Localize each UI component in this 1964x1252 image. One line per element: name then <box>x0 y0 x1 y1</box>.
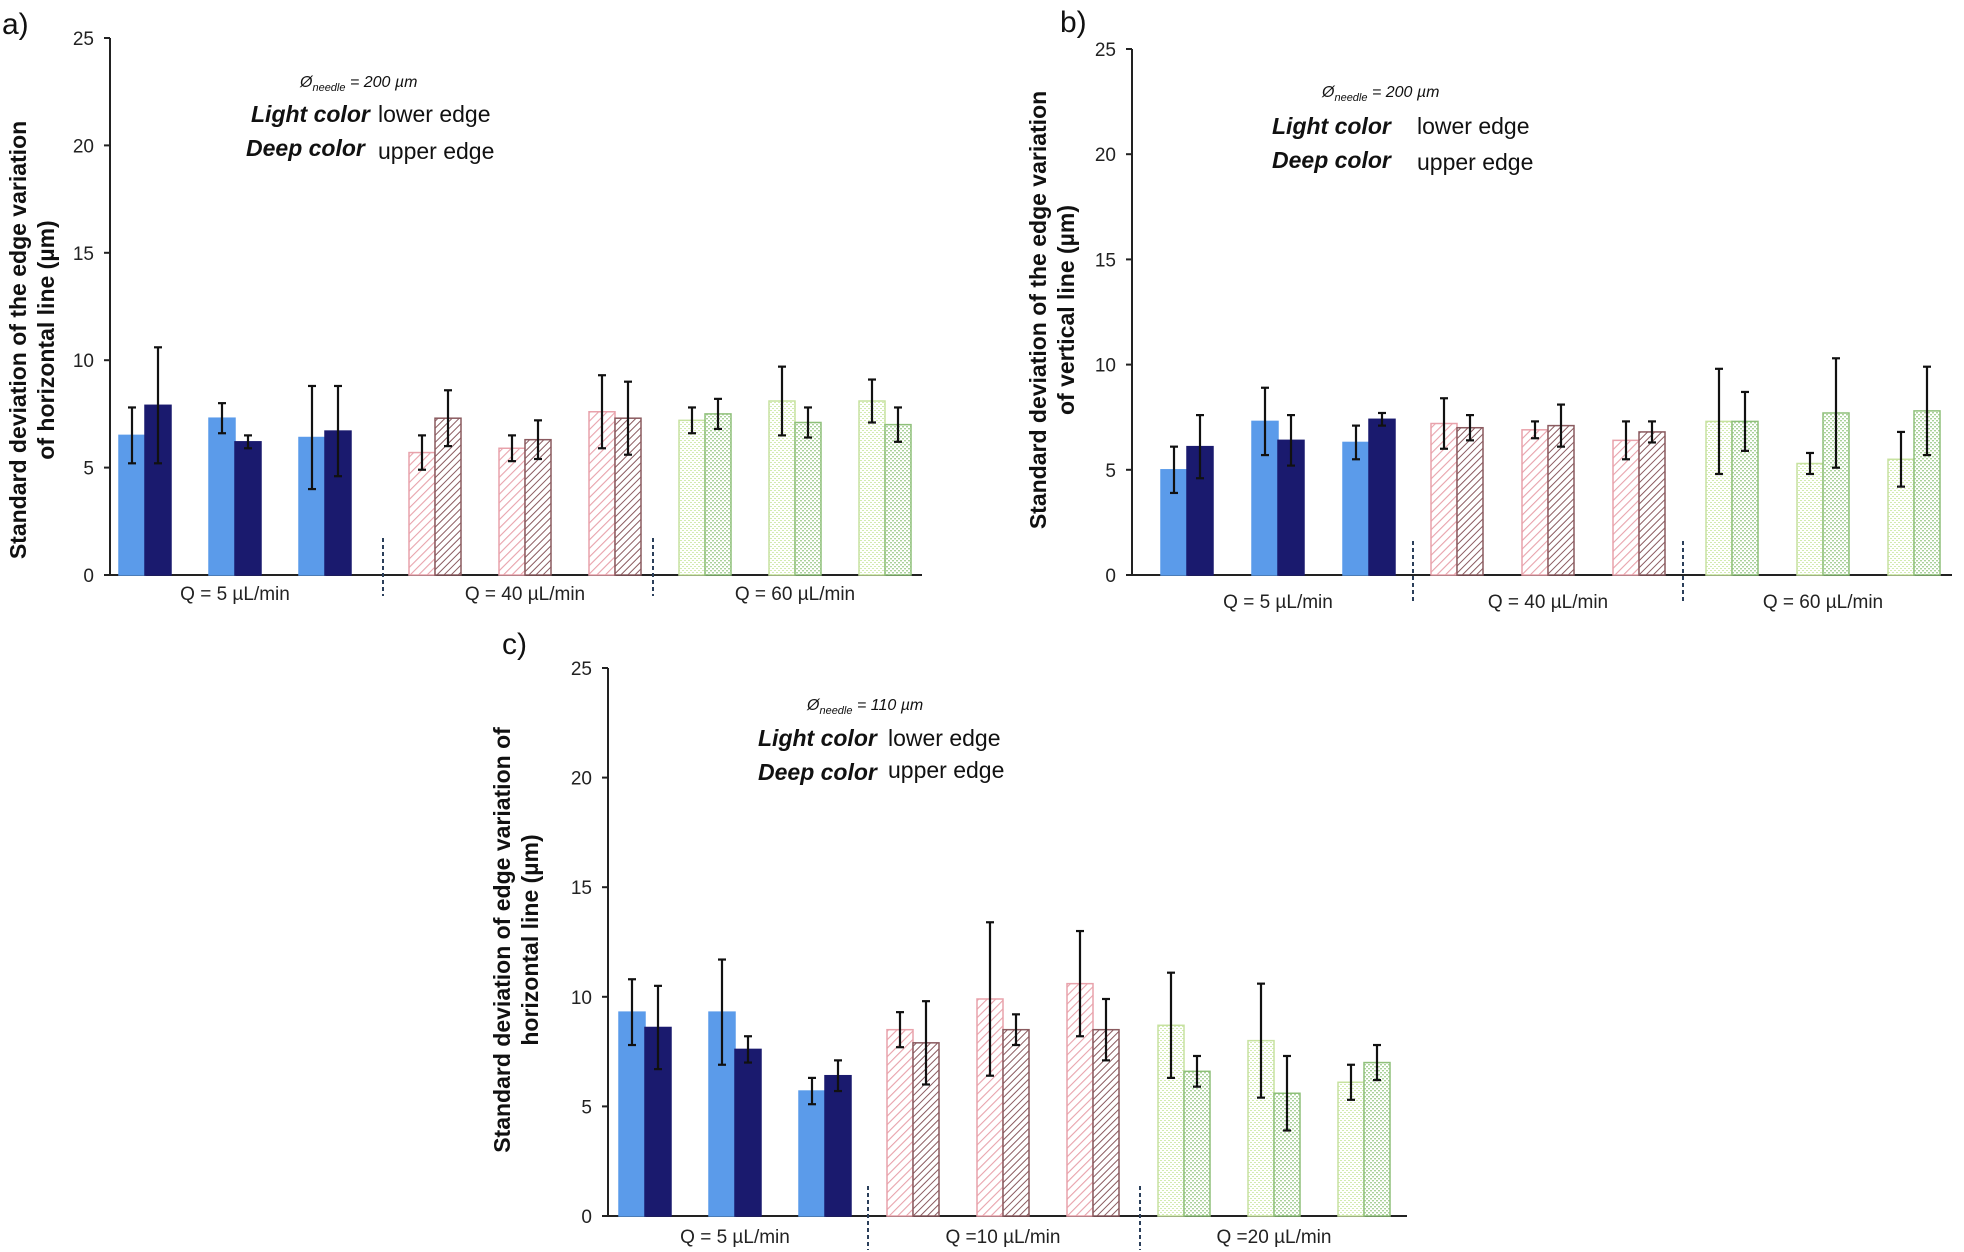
panel-b-bar-lower-edge <box>1521 429 1549 576</box>
panel-c-bar-upper-edge <box>1363 1061 1391 1217</box>
panel-b-bar-upper-edge <box>1186 445 1214 576</box>
panel-a-legend-deep-desc: upper edge <box>378 138 494 164</box>
panel-a-bar-upper-edge <box>884 423 912 576</box>
panel-c-legend-light-desc: lower edge <box>888 725 1001 751</box>
panel-c-plot: 0 5 10 15 20 25 Q = 5 µL/min Q =10 µL/min Q =20 … <box>571 659 1407 1250</box>
panel-c: c) Standard deviation of edge variation … <box>489 628 1407 1250</box>
panel-c-bar-lower-edge <box>886 1028 914 1217</box>
panel-c-legend-deep-desc: upper edge <box>888 757 1004 783</box>
panel-c-bar-lower-edge <box>1337 1081 1365 1217</box>
panel-a-bar-lower-edge <box>208 417 236 576</box>
panel-b-ytick-label: 10 <box>1095 356 1116 377</box>
panel-b-ytick-label: 25 <box>1095 40 1116 61</box>
panel-a-ytick-label: 5 <box>83 459 94 480</box>
panel-b-ytick-label: 0 <box>1105 566 1116 587</box>
panel-c-ylabel-line2: horizontal line (µm) <box>517 834 543 1045</box>
panel-b-legend-light-desc: lower edge <box>1417 113 1530 139</box>
panel-b-ytick-label: 20 <box>1095 145 1116 166</box>
panel-b-bar-upper-edge <box>1368 418 1396 576</box>
panel-a-ytick-label: 10 <box>73 351 94 372</box>
panel-b-ytick-label: 15 <box>1095 250 1116 271</box>
panel-a-ytick-label: 25 <box>73 29 94 50</box>
panel-a-annotation: Øneedle = 200 µm Light color lower edge … <box>246 74 494 164</box>
panel-c-category-label: Q = 5 µL/min <box>680 1227 790 1248</box>
panel-c-annotation: Øneedle = 110 µm Light color lower edge … <box>758 697 1004 785</box>
panel-c-bar-upper-edge <box>734 1048 762 1217</box>
panel-b-bar-lower-edge <box>1342 441 1370 576</box>
panel-b-bar-upper-edge <box>1456 426 1484 576</box>
panel-c-bar-lower-edge <box>798 1090 826 1217</box>
panel-b-bar-upper-edge <box>1638 431 1666 576</box>
panel-a-needle-text: Øneedle = 200 µm <box>299 74 417 94</box>
panel-a-ylabel-line2: of horizontal line (µm) <box>33 220 59 459</box>
panel-b-needle-value: 200 µm <box>1385 84 1440 101</box>
panel-a-category-label: Q = 60 µL/min <box>735 584 855 605</box>
panel-b-category-label: Q = 40 µL/min <box>1488 592 1608 613</box>
panel-a-category-label: Q = 5 µL/min <box>180 584 290 605</box>
panel-c-ytick-label: 10 <box>571 988 592 1009</box>
panel-a-bar-upper-edge <box>524 438 552 576</box>
panel-b-ytick-label: 5 <box>1105 461 1116 482</box>
panel-c-ytick-label: 15 <box>571 878 592 899</box>
panel-c-category-label: Q =10 µL/min <box>946 1227 1061 1248</box>
panel-b-category-label: Q = 60 µL/min <box>1763 592 1883 613</box>
panel-a-plot: 0 5 10 15 20 25 Q = 5 µL/min Q = 40 µL/min Q = 6… <box>73 29 922 605</box>
panel-b-bar-lower-edge <box>1796 462 1824 576</box>
panel-a-legend-deep-label: Deep color <box>246 135 366 161</box>
panel-c-bar-upper-edge <box>1002 1028 1030 1217</box>
panel-b-legend-light-label: Light color <box>1272 113 1392 139</box>
panel-b-ylabel-line2: of vertical line (µm) <box>1053 205 1079 415</box>
panel-c-needle-text: Øneedle = 110 µm <box>806 697 923 717</box>
panel-c-bar-upper-edge <box>824 1074 852 1217</box>
panel-a-legend-light-desc: lower edge <box>378 101 491 127</box>
panel-c-bar-upper-edge <box>1183 1070 1211 1217</box>
panel-b-category-label: Q = 5 µL/min <box>1223 592 1333 613</box>
panel-c-ytick-label: 20 <box>571 769 592 790</box>
panel-a-bar-upper-edge <box>704 413 732 576</box>
panel-a-ylabel-line1: Standard deviation of the edge variation <box>5 121 31 559</box>
panel-a-bar-lower-edge <box>858 400 886 576</box>
panel-a-bar-lower-edge <box>678 419 706 576</box>
panel-a-ytick-label: 15 <box>73 244 94 265</box>
panel-b-legend-deep-desc: upper edge <box>1417 149 1533 175</box>
panel-c-category-label: Q =20 µL/min <box>1217 1227 1332 1248</box>
panel-a-ytick-label: 20 <box>73 136 94 157</box>
panel-a-legend-light-label: Light color <box>251 101 371 127</box>
panel-c-legend-light-label: Light color <box>758 725 878 751</box>
panel-c-ytick-label: 5 <box>581 1097 592 1118</box>
panel-a-needle-value: 200 µm <box>363 74 418 91</box>
panel-a-bar-upper-edge <box>234 441 262 576</box>
panel-a-label: a) <box>2 8 29 41</box>
panel-a-bar-lower-edge <box>408 451 436 576</box>
panel-b: b) Standard deviation of the edge variat… <box>1025 6 1952 613</box>
panel-c-ytick-label: 25 <box>571 659 592 680</box>
panel-a-category-label: Q = 40 µL/min <box>465 584 585 605</box>
panel-c-ylabel-line1: Standard deviation of edge variation of <box>489 727 515 1153</box>
panel-a-ytick-label: 0 <box>83 566 94 587</box>
panel-a-bar-lower-edge <box>498 447 526 576</box>
panel-c-needle-value: 110 µm <box>871 697 924 714</box>
panel-c-ytick-label: 0 <box>581 1207 592 1228</box>
panel-b-ylabel-line1: Standard deviation of the edge variation <box>1025 91 1051 529</box>
panel-c-label: c) <box>502 628 527 661</box>
panel-b-label: b) <box>1060 6 1087 39</box>
panel-b-needle-text: Øneedle = 200 µm <box>1321 84 1439 104</box>
panel-a: a) Standard deviation of the edge variat… <box>2 8 922 605</box>
panel-b-annotation: Øneedle = 200 µm Light color lower edge … <box>1272 84 1533 175</box>
panel-b-plot: 0 5 10 15 20 25 Q = 5 µL/min Q = 40 µL/min Q = 6… <box>1095 40 1952 613</box>
panel-a-bar-upper-edge <box>794 421 822 576</box>
panel-b-legend-deep-label: Deep color <box>1272 147 1392 173</box>
panel-b-bar-lower-edge <box>1612 439 1640 576</box>
panel-c-legend-deep-label: Deep color <box>758 759 878 785</box>
panel-b-bar-upper-edge <box>1547 424 1575 576</box>
